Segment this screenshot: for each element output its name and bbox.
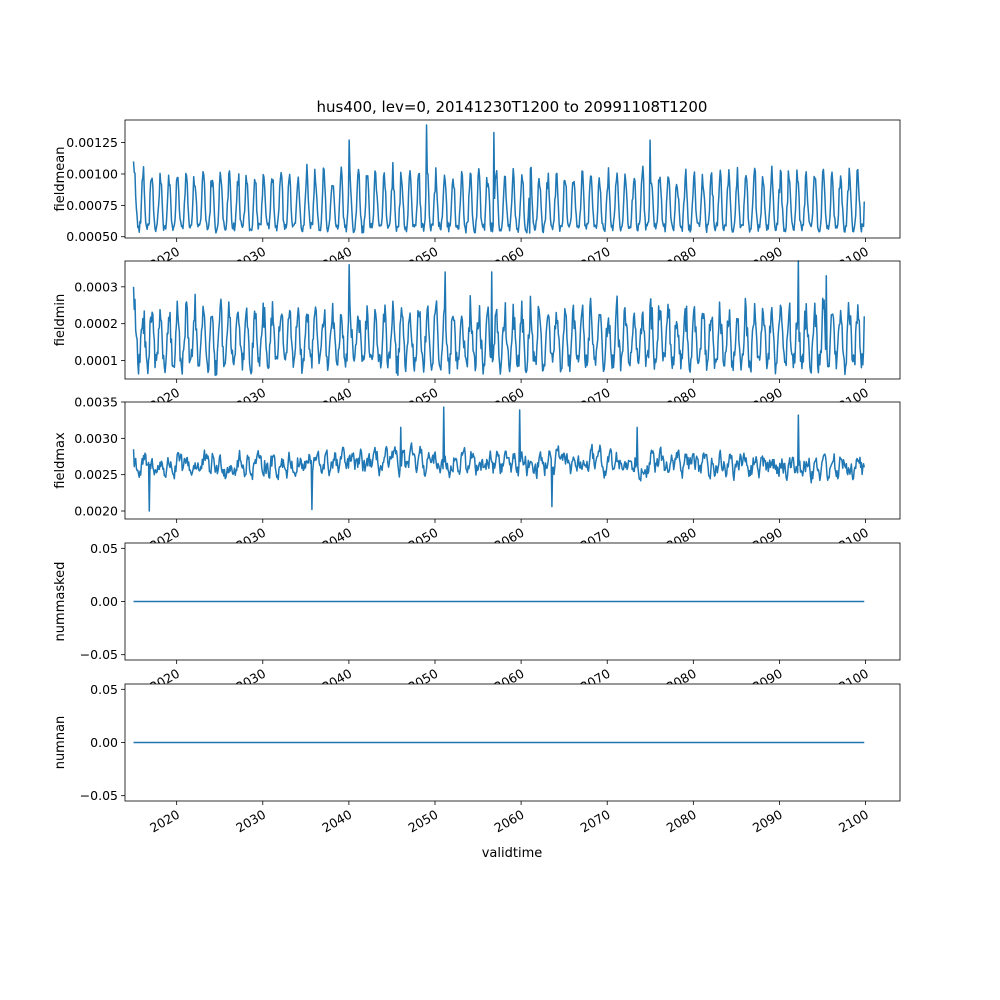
x-tick-label: 2030 <box>233 385 268 414</box>
subplot-nummasked: −0.05 0.00 0.05 nummasked <box>53 541 901 664</box>
x-tick-label: 2020 <box>147 666 182 695</box>
clipped-x-ticks-0: 2020 2030 2040 2050 2060 2070 2080 2090 2100 <box>147 244 871 273</box>
x-tick-label: 2080 <box>664 244 699 273</box>
x-tick-label: 2050 <box>405 244 440 273</box>
x-tick-label: 2060 <box>492 385 527 414</box>
x-tick-label: 2030 <box>233 244 268 273</box>
x-tick-label: 2050 <box>405 525 440 554</box>
subplot-numnan: −0.05 0.00 0.05 2020 2030 2040 2050 2060 2070 208… <box>53 682 901 836</box>
x-tick-label: 2040 <box>319 525 354 554</box>
x-tick-label: 2060 <box>492 244 527 273</box>
subplot-fieldmin: 0.0001 0.0002 0.0003 fieldmin <box>53 260 901 383</box>
x-tick-label: 2070 <box>578 385 613 414</box>
series-line-fieldmax <box>132 406 865 512</box>
y-axis-label-nummasked: nummasked <box>53 562 68 642</box>
x-tick-label: 2100 <box>836 666 871 695</box>
x-tick-label: 2020 <box>147 807 182 836</box>
y-tick-label: 0.0030 <box>74 431 118 446</box>
x-tick-label: 2090 <box>750 385 785 414</box>
x-tick-label: 2020 <box>147 525 182 554</box>
x-tick-label: 2090 <box>750 525 785 554</box>
y-axis-label-fieldmin: fieldmin <box>53 294 68 347</box>
x-tick-label: 2100 <box>836 525 871 554</box>
series-line-fieldmean <box>132 124 866 234</box>
clipped-x-ticks-3: 2020 2030 2040 2050 2060 2070 2080 2090 2100 <box>147 666 871 695</box>
x-axis-label: validtime <box>482 846 543 861</box>
x-tick-label: 2100 <box>836 244 871 273</box>
series-line-fieldmin <box>132 260 866 377</box>
y-tick-label: 0.00100 <box>66 166 118 181</box>
x-tick-label: 2090 <box>750 244 785 273</box>
x-tick-label: 2050 <box>405 807 440 836</box>
x-tick-label: 2100 <box>836 385 871 414</box>
y-tick-label: 0.05 <box>90 541 118 556</box>
y-tick-label: 0.00075 <box>66 198 118 213</box>
x-tick-label: 2070 <box>578 244 613 273</box>
x-tick-label: 2030 <box>233 807 268 836</box>
x-tick-label: 2020 <box>147 385 182 414</box>
x-tick-label: 2090 <box>750 807 785 836</box>
y-tick-label: 0.05 <box>90 682 118 697</box>
y-tick-label: 0.0035 <box>74 395 118 410</box>
clipped-x-ticks-1: 2020 2030 2040 2050 2060 2070 2080 2090 2100 <box>147 385 871 414</box>
y-tick-label: 0.0002 <box>74 316 118 331</box>
y-axis-label-numnan: numnan <box>53 716 68 770</box>
y-axis-label-fieldmax: fieldmax <box>53 432 68 489</box>
y-tick-label: 0.0025 <box>74 467 118 482</box>
x-tick-label: 2070 <box>578 666 613 695</box>
y-tick-label: 0.00125 <box>66 135 118 150</box>
y-tick-label: 0.00 <box>90 594 118 609</box>
x-tick-label: 2040 <box>319 666 354 695</box>
x-tick-label: 2080 <box>664 385 699 414</box>
clipped-x-ticks-2: 2020 2030 2040 2050 2060 2070 2080 2090 2100 <box>147 525 871 554</box>
y-axis-label-fieldmean: fieldmean <box>53 147 68 212</box>
subplots: 0.000500.000750.001000.00125fieldmean0.0… <box>53 119 901 836</box>
x-tick-label: 2050 <box>405 385 440 414</box>
x-tick-label: 2020 <box>147 244 182 273</box>
axes-frame-fieldmin <box>124 260 901 380</box>
x-tick-label: 2060 <box>492 525 527 554</box>
x-tick-label: 2040 <box>319 807 354 836</box>
y-tick-label: 0.00 <box>90 735 118 750</box>
y-tick-label: 0.0020 <box>74 504 118 519</box>
chart-title: hus400, lev=0, 20141230T1200 to 20991108… <box>317 98 708 116</box>
x-tick-label: 2030 <box>233 666 268 695</box>
axes-frame-fieldmax <box>124 401 901 520</box>
x-tick-label: 2070 <box>578 525 613 554</box>
x-tick-label: 2060 <box>492 807 527 836</box>
x-tick-label: 2090 <box>750 666 785 695</box>
x-tick-label: 2030 <box>233 525 268 554</box>
y-tick-label: 0.0003 <box>74 279 118 294</box>
x-tick-label: 2050 <box>405 666 440 695</box>
x-tick-label: 2040 <box>319 385 354 414</box>
axes-frame-fieldmean <box>124 119 901 239</box>
y-tick-label: −0.05 <box>80 647 118 662</box>
y-tick-label: 0.0001 <box>74 353 118 368</box>
subplot-fieldmax: 0.0020 0.0025 0.0030 0.0035 fieldmax <box>53 395 901 523</box>
x-tick-label: 2080 <box>664 807 699 836</box>
x-tick-label: 2080 <box>664 525 699 554</box>
y-tick-label: 0.00050 <box>66 229 118 244</box>
x-tick-label: 2070 <box>578 807 613 836</box>
y-tick-label: −0.05 <box>80 788 118 803</box>
x-tick-label: 2060 <box>492 666 527 695</box>
x-tick-label: 2080 <box>664 666 699 695</box>
x-tick-label: 2100 <box>836 807 871 836</box>
